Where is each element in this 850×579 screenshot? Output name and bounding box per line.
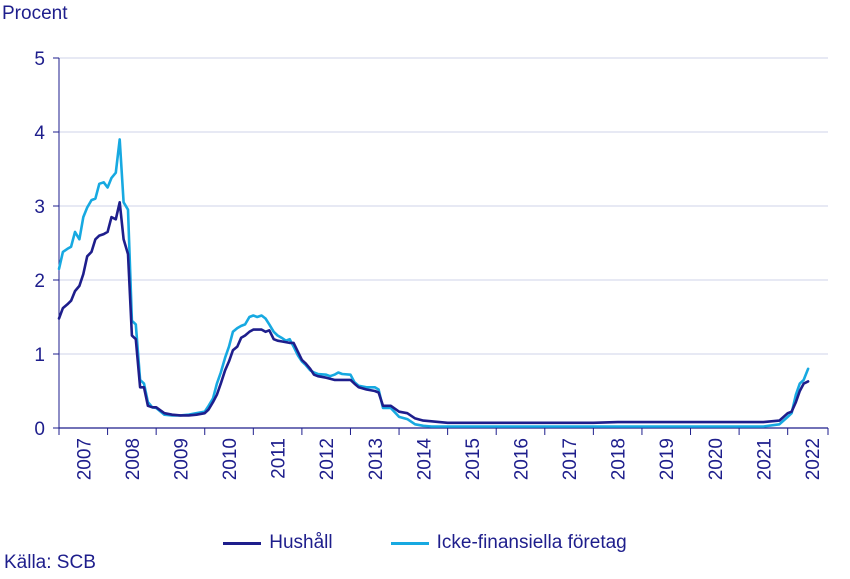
series-line-icke-finansiella-foretag [57,138,810,428]
y-tick-label-3: 3 [34,197,45,218]
y-tick-label-0: 0 [34,419,45,440]
x-tick-label-2009: 2009 [171,438,192,480]
legend-label-foretag: Icke-finansiella företag [436,532,627,553]
series-line-hushall [57,201,810,425]
x-tick-label-2011: 2011 [269,438,290,479]
y-tick-label-4: 4 [34,123,45,144]
x-tick-label-2019: 2019 [657,438,678,480]
source-note: Källa: SCB [4,552,96,573]
gridlines [59,57,828,355]
y-tick-label-5: 5 [34,49,45,70]
y-axis-unit-label: Procent [2,3,68,24]
x-tick-label-2016: 2016 [511,438,532,480]
x-tick-label-2022: 2022 [803,438,824,480]
legend-swatch-foretag [390,541,429,545]
y-tick-label-1: 1 [34,345,45,366]
legend-item-foretag: Icke-finansiella företag [390,532,627,554]
x-tick-label-2013: 2013 [366,438,387,480]
x-tick-label-2008: 2008 [123,438,144,480]
x-tick-label-2014: 2014 [414,438,435,481]
x-axis-ticks: 2007 2008 2009 2010 2011 2012 2013 2014 2015 2016… [58,427,829,481]
legend-label-hushall: Hushåll [269,532,333,553]
series-lines [57,138,810,428]
legend-swatch-hushall [223,541,262,545]
x-tick-label-2010: 2010 [220,438,241,480]
x-tick-label-2018: 2018 [609,438,630,480]
x-tick-label-2007: 2007 [74,438,95,480]
y-axis-ticks: 0 1 2 3 4 5 [34,49,60,440]
x-tick-label-2021: 2021 [754,438,775,480]
x-tick-label-2012: 2012 [317,438,338,480]
legend-item-hushall: Hushåll [223,532,333,554]
x-tick-label-2017: 2017 [560,438,581,480]
x-tick-label-2015: 2015 [463,438,484,480]
x-tick-label-2020: 2020 [706,438,727,480]
y-tick-label-2: 2 [34,271,45,292]
legend: Hushåll Icke-finansiella företag [0,532,850,554]
